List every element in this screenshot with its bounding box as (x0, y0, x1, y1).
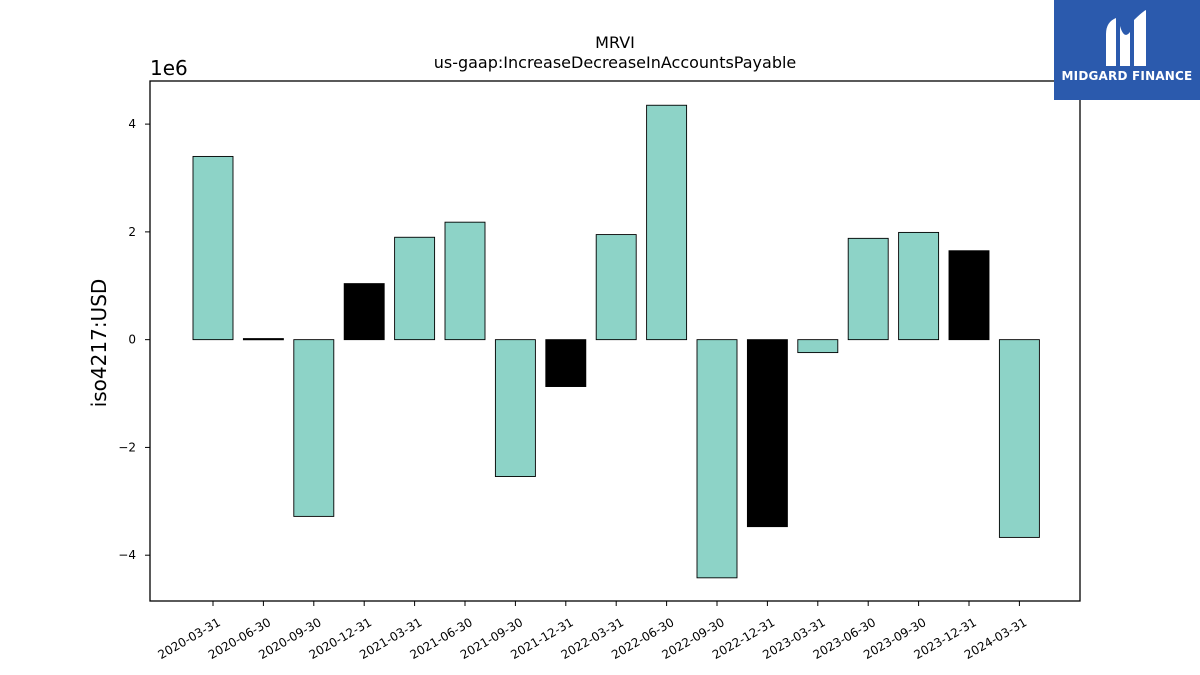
logo-mark-icon (1106, 10, 1146, 66)
bars-group (192, 104, 1040, 579)
plot-area-frame (149, 80, 1081, 602)
y-tick-label: −2 (118, 440, 136, 454)
bar-2020-12-31 (343, 283, 385, 341)
bar-2023-09-30 (898, 231, 940, 341)
y-axis-ticks: −4 −2 0 2 4 (118, 117, 150, 562)
bar-2021-03-31 (394, 236, 436, 341)
bar-2023-03-31 (797, 339, 839, 354)
bar-2020-06-30 (242, 338, 284, 341)
chart-title: MRVI (595, 33, 635, 52)
y-tick-label: 2 (128, 225, 136, 239)
midgard-finance-logo: MIDGARD FINANCE (1054, 0, 1200, 100)
bar-2020-03-31 (192, 155, 234, 341)
bar-2022-12-31 (746, 339, 788, 528)
y-axis-scale-label: 1e6 (150, 56, 188, 80)
bar-2021-06-30 (444, 221, 486, 341)
y-tick-label: 0 (128, 333, 136, 347)
bar-2022-03-31 (595, 234, 637, 341)
bar-2024-03-31 (998, 339, 1040, 538)
bar-2023-06-30 (847, 237, 889, 341)
bar-2021-12-31 (545, 339, 587, 387)
bar-2023-12-31 (948, 250, 990, 341)
bar-2022-06-30 (646, 104, 688, 341)
y-tick-label: −4 (118, 548, 136, 562)
chart-subtitle: us-gaap:IncreaseDecreaseInAccountsPayabl… (434, 53, 797, 72)
bar-2022-09-30 (696, 339, 738, 579)
x-axis-ticks: 2020-03-312020-06-302020-09-302020-12-31… (155, 601, 1029, 662)
y-tick-label: 4 (128, 117, 136, 131)
y-axis-label: iso4217:USD (87, 279, 111, 408)
bar-2020-09-30 (293, 339, 335, 517)
logo-text: MIDGARD FINANCE (1061, 69, 1193, 83)
bar-2021-09-30 (494, 339, 536, 477)
